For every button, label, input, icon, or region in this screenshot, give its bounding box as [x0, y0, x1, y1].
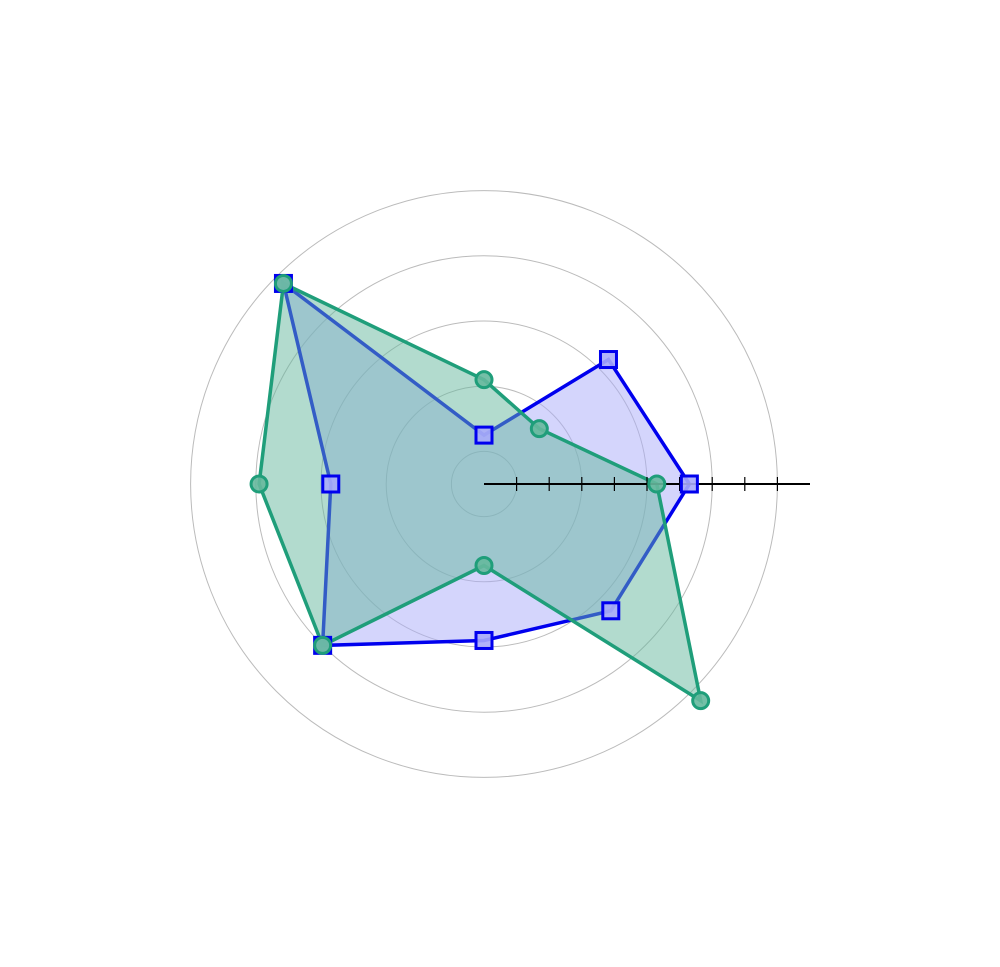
series-2-point [313, 635, 333, 655]
series-2-point [249, 474, 269, 494]
marker-layer [249, 273, 711, 711]
series-1-point [598, 350, 618, 370]
series-1-point [474, 425, 494, 445]
series-2-point [273, 273, 293, 293]
series-2-point [474, 556, 494, 575]
series-1-point [474, 630, 494, 650]
series-2-point [529, 419, 549, 439]
radial-axis [484, 477, 810, 491]
series-2-point [691, 691, 711, 711]
series-1-point [321, 474, 341, 494]
series-1-point [679, 474, 699, 494]
series-2-point [474, 370, 494, 390]
series-1-point [601, 601, 621, 621]
series-2-point [647, 474, 667, 494]
